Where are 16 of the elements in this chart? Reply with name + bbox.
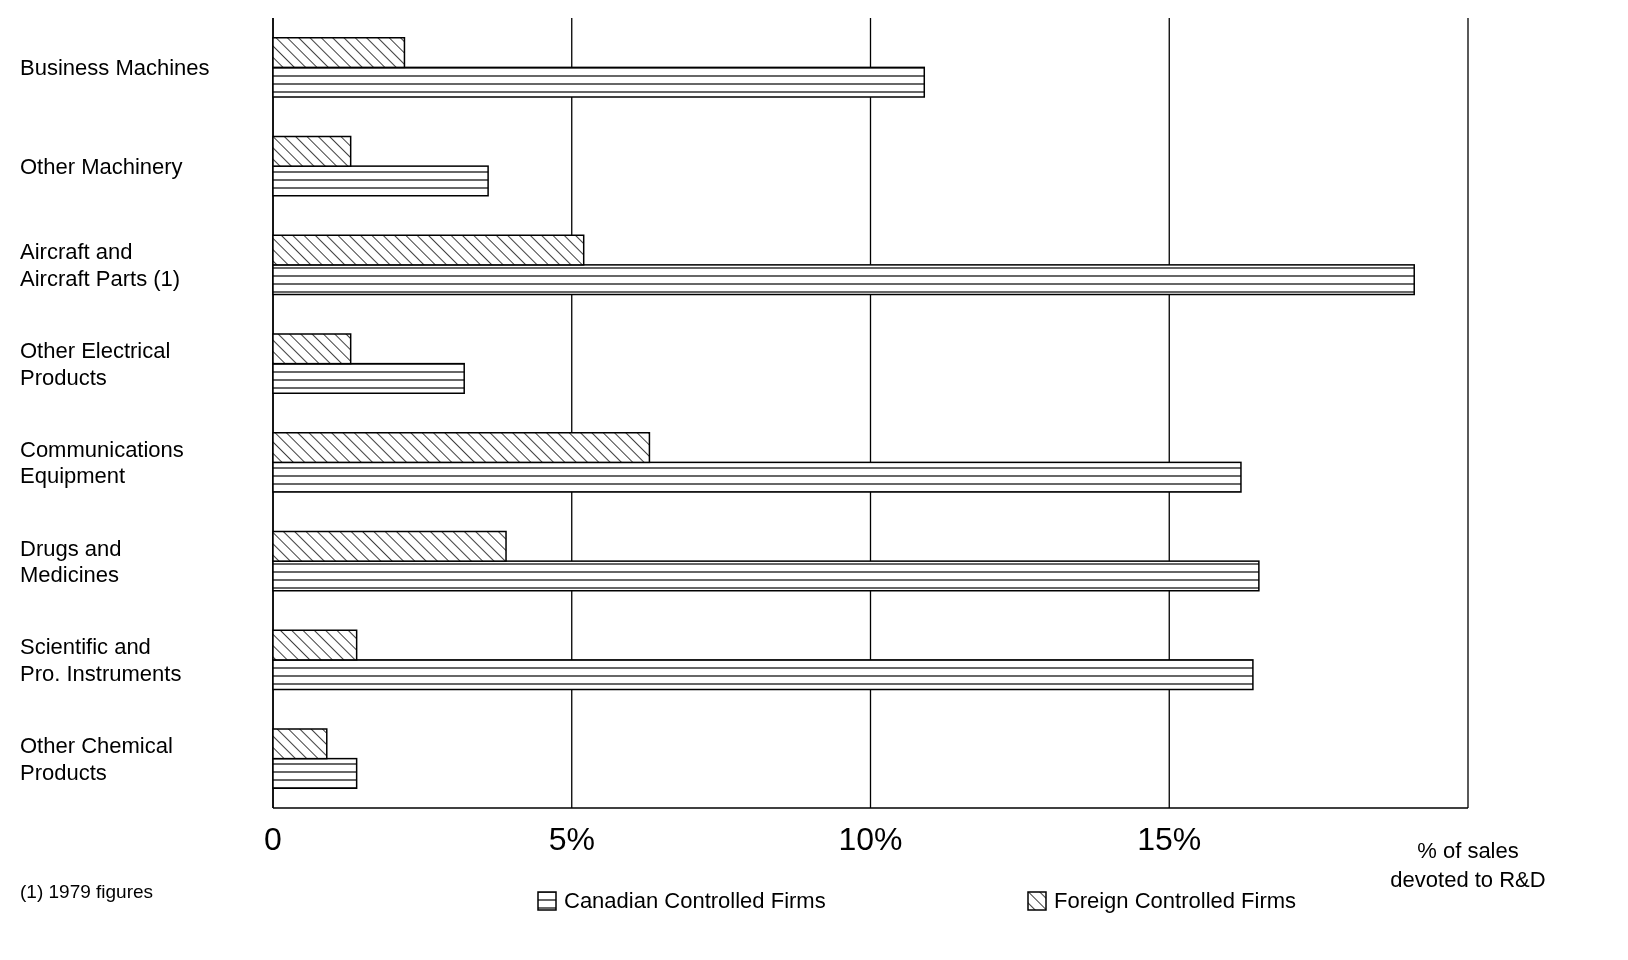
y-tick-label: Other Electrical Products bbox=[20, 338, 171, 390]
x-axis-title: % of sales devoted to R&D bbox=[1390, 838, 1546, 892]
y-tick-label: Scientific and Pro. Instruments bbox=[20, 634, 182, 686]
legend-label: Canadian Controlled Firms bbox=[564, 888, 826, 913]
legend-label: Foreign Controlled Firms bbox=[1054, 888, 1297, 913]
x-tick-label: 0 bbox=[264, 821, 282, 857]
y-tick-label: Other Chemical Products bbox=[20, 733, 173, 785]
x-tick-label: 15% bbox=[1137, 821, 1202, 857]
y-tick-label: Aircraft and Aircraft Parts (1) bbox=[20, 239, 181, 291]
y-tick-label: Business Machines bbox=[20, 55, 210, 81]
y-tick-label: Drugs and Medicines bbox=[20, 535, 122, 588]
x-tick-label: 10% bbox=[838, 821, 903, 857]
y-tick-label: Communications Equipment bbox=[20, 436, 184, 489]
y-tick-label: Other Machinery bbox=[20, 153, 183, 179]
text: (1) 1979 figures bbox=[20, 881, 154, 902]
x-tick-label: 5% bbox=[548, 821, 595, 857]
